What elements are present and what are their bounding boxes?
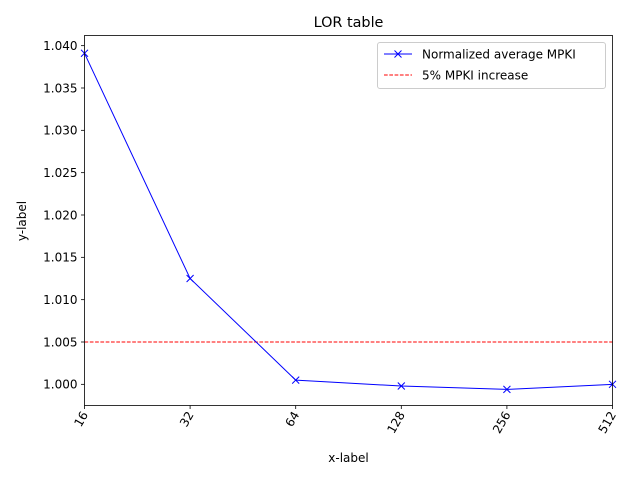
series-line [84, 53, 613, 390]
legend-frame [377, 42, 606, 89]
y-tick-label: 1.025 [43, 166, 77, 180]
y-tick-label: 1.030 [43, 124, 77, 138]
y-tick-label: 1.000 [43, 378, 77, 392]
x-tick-label: 32 [177, 409, 197, 429]
y-tick-label: 1.040 [43, 39, 77, 53]
x-tick-label: 512 [596, 409, 620, 436]
x-axis-title: x-label [328, 451, 368, 465]
y-tick-label: 1.020 [43, 208, 77, 222]
legend-label-reference: 5% MPKI increase [422, 69, 528, 83]
x-tick-label: 16 [71, 409, 91, 429]
y-tick-label: 1.010 [43, 293, 77, 307]
y-tick-label: 1.035 [43, 81, 77, 95]
plot-area [80, 35, 617, 406]
x-tick-label: 64 [283, 409, 303, 429]
y-tick-label: 1.015 [43, 251, 77, 265]
data-point-x-marker [186, 274, 194, 283]
plot-frame [84, 35, 613, 406]
legend-x-marker-icon [394, 50, 402, 58]
y-axis: 1.000 1.005 1.010 1.015 1.020 1.025 1.030 1.035… [43, 39, 85, 392]
data-point-x-marker [397, 382, 406, 390]
x-axis: 16 32 64 128 256 512 [71, 405, 620, 436]
y-axis-title: y-label [15, 201, 29, 241]
x-tick-label: 128 [384, 409, 408, 436]
x-tick-label: 256 [490, 409, 514, 436]
legend-label-series: Normalized average MPKI [422, 48, 576, 62]
chart-title: LOR table [314, 15, 384, 31]
legend: Normalized average MPKI 5% MPKI increase [377, 42, 606, 89]
data-point-x-marker [503, 385, 511, 394]
y-tick-label: 1.005 [43, 335, 77, 349]
data-point-x-marker [291, 376, 300, 384]
